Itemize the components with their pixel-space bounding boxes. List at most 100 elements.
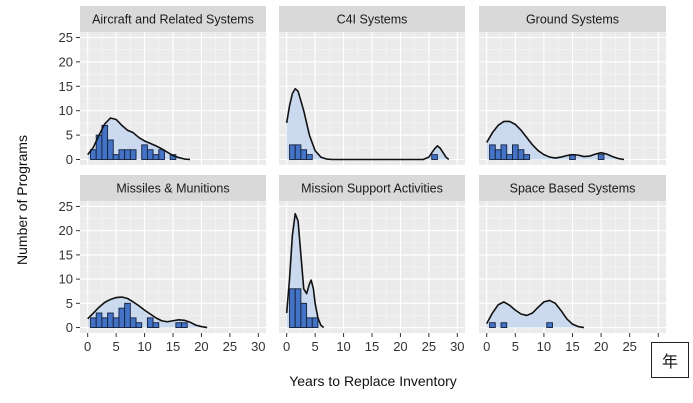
histogram-bar — [431, 154, 438, 160]
y-tick-label: 5 — [66, 296, 73, 311]
histogram-bar — [101, 124, 109, 160]
density-curve — [486, 299, 585, 329]
histogram-bar — [546, 322, 553, 329]
facet-title: Space Based Systems — [510, 182, 636, 196]
histogram-bar — [124, 302, 131, 329]
facet-panels: Aircraft and Related Systems 0 5 10 15 20 25 C4… — [59, 6, 666, 354]
facet-panel-0: Aircraft and Related Systems 0 5 10 15 20 25 — [59, 6, 266, 167]
x-tick-label: 15 — [166, 339, 180, 354]
facet-title: C4I Systems — [337, 13, 408, 27]
x-tick-label: 30 — [450, 339, 464, 354]
y-tick-label: 20 — [59, 54, 73, 69]
histogram-bar — [289, 288, 296, 329]
histogram-bar — [494, 149, 502, 160]
x-tick-label: 30 — [251, 339, 265, 354]
histogram-bar — [141, 144, 148, 160]
x-tick-label: 25 — [223, 339, 237, 354]
facet-strip — [80, 6, 266, 32]
histogram-bar — [300, 302, 308, 329]
histogram-bar — [112, 154, 120, 160]
histogram-bar — [311, 317, 319, 329]
density-curve — [87, 117, 191, 161]
x-tick-label: 10 — [336, 339, 350, 354]
y-tick-label: 10 — [59, 103, 73, 118]
histogram-bar — [95, 312, 103, 329]
facet-title: Aircraft and Related Systems — [92, 13, 254, 27]
facet-strip — [279, 175, 465, 201]
x-tick-label: 25 — [422, 339, 436, 354]
x-tick-label: 15 — [365, 339, 379, 354]
histogram-bar — [489, 144, 496, 160]
facet-panel-5: Space Based Systems051015202530 — [479, 175, 666, 354]
facet-panel-2: Ground Systems — [479, 6, 666, 165]
histogram-bar — [124, 149, 131, 160]
histogram-bar — [129, 149, 137, 160]
y-tick-label: 25 — [59, 199, 73, 214]
histogram-bar — [129, 317, 137, 329]
density-curve — [486, 120, 625, 161]
y-tick-label: 20 — [59, 223, 73, 238]
x-tick-label: 0 — [283, 339, 290, 354]
y-tick-label: 15 — [59, 79, 73, 94]
facet-panel-4: Mission Support Activities 0 5 10 15 20 25 30 — [279, 175, 465, 354]
histogram-bar — [181, 322, 188, 329]
y-axis-title: Number of Programs — [14, 135, 30, 265]
histogram-bar — [146, 149, 154, 160]
histogram-bar — [597, 154, 605, 160]
histogram-bar — [306, 154, 313, 160]
x-tick-label: 5 — [113, 339, 120, 354]
histogram-bar — [175, 322, 182, 329]
density-curve — [87, 296, 208, 329]
x-tick-label: 0 — [84, 339, 91, 354]
x-tick-label: 15 — [565, 339, 579, 354]
histogram-bar — [500, 144, 508, 160]
y-tick-label: 25 — [59, 30, 73, 45]
histogram-bar — [135, 322, 143, 329]
histogram-bar — [152, 322, 160, 329]
y-tick-label: 0 — [66, 320, 73, 335]
histogram-bar — [112, 317, 120, 329]
x-tick-label: 25 — [622, 339, 636, 354]
x-tick-label: 10 — [537, 339, 551, 354]
histogram-bar — [158, 149, 165, 160]
density-curve — [285, 212, 325, 329]
x-tick-label: 10 — [137, 339, 151, 354]
facet-panel-1: C4I Systems — [279, 6, 465, 165]
facet-panel-3: Missiles & Munitions 0 5 10 15 20 25 0 5 10 15 20 25… — [59, 175, 266, 354]
histogram-bar — [306, 317, 313, 329]
y-tick-label: 5 — [66, 128, 73, 143]
histogram-bar — [300, 149, 308, 160]
facet-strip — [479, 175, 666, 201]
y-tick-label: 15 — [59, 247, 73, 262]
x-tick-label: 20 — [594, 339, 608, 354]
histogram-bar — [101, 317, 109, 329]
histogram-bar — [294, 144, 302, 160]
x-tick-label: 0 — [483, 339, 490, 354]
y-tick-label: 0 — [66, 152, 73, 167]
histogram-bar — [500, 322, 508, 329]
histogram-bar — [107, 139, 114, 160]
histogram-bar — [489, 322, 496, 329]
facet-title: Missiles & Munitions — [116, 182, 229, 196]
histogram-bar — [294, 288, 302, 329]
histogram-bar — [118, 149, 126, 160]
histogram-bar — [90, 317, 97, 329]
histogram-bar — [146, 317, 154, 329]
facet-title: Ground Systems — [526, 13, 619, 27]
x-axis-title: Years to Replace Inventory — [289, 373, 457, 389]
histogram-bar — [152, 154, 160, 160]
facet-strip — [479, 6, 666, 32]
histogram-bar — [506, 154, 513, 160]
histogram-bar — [289, 144, 296, 160]
corner-glyph-badge: 年 — [651, 342, 689, 378]
facet-strip — [80, 175, 266, 201]
facet-strip — [279, 6, 465, 32]
histogram-bar — [118, 307, 126, 329]
y-tick-label: 10 — [59, 272, 73, 287]
histogram-bar — [517, 149, 525, 160]
histogram-bar — [107, 312, 114, 329]
histogram-bar — [512, 144, 519, 160]
x-tick-label: 20 — [393, 339, 407, 354]
facet-title: Mission Support Activities — [301, 182, 443, 196]
